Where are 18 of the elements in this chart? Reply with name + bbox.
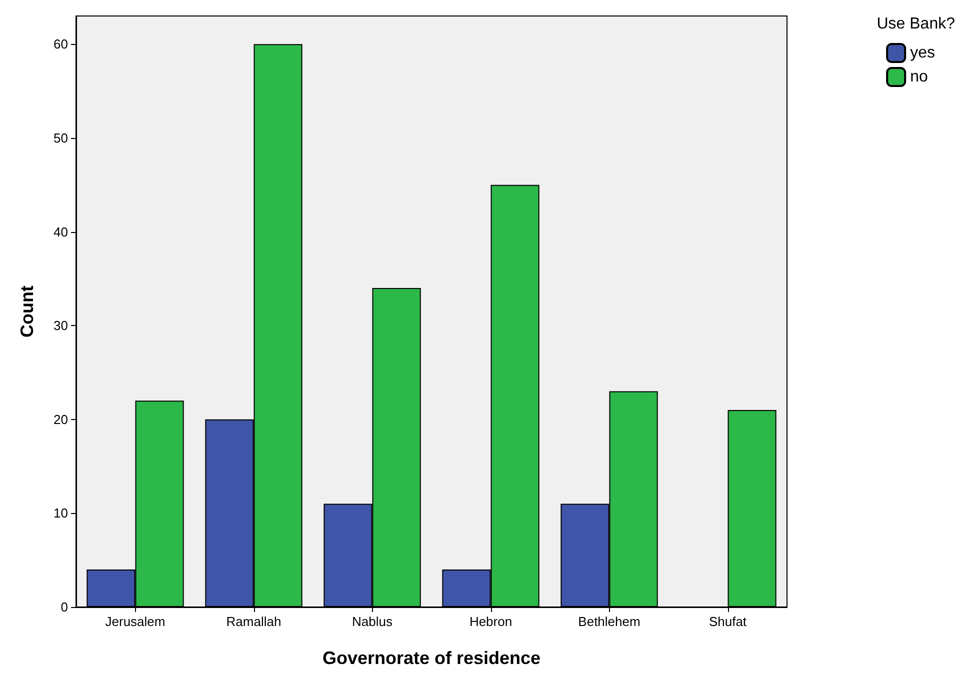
- x-tick-label: Bethlehem: [578, 614, 640, 629]
- y-tick-label: 60: [54, 36, 68, 52]
- legend-title: Use Bank?: [876, 16, 956, 32]
- legend-label: no: [910, 68, 928, 86]
- x-tick-label: Hebron: [469, 614, 512, 629]
- y-tick-label: 20: [54, 412, 68, 427]
- x-tick-label: Nablus: [352, 614, 393, 629]
- legend-label: yes: [910, 44, 936, 62]
- y-tick-label: 50: [54, 130, 68, 146]
- x-tick-label: Shufat: [708, 614, 747, 629]
- y-tick-label: 40: [54, 224, 68, 240]
- y-tick-label: 10: [54, 506, 68, 521]
- y-axis-title: Count: [17, 286, 37, 338]
- x-axis-title: Governorate of residence: [322, 648, 541, 668]
- y-tick-label: 0: [60, 600, 68, 614]
- x-tick-label: Jerusalem: [105, 614, 166, 629]
- y-tick-label: 30: [54, 318, 68, 334]
- x-tick-label: Ramallah: [226, 614, 282, 629]
